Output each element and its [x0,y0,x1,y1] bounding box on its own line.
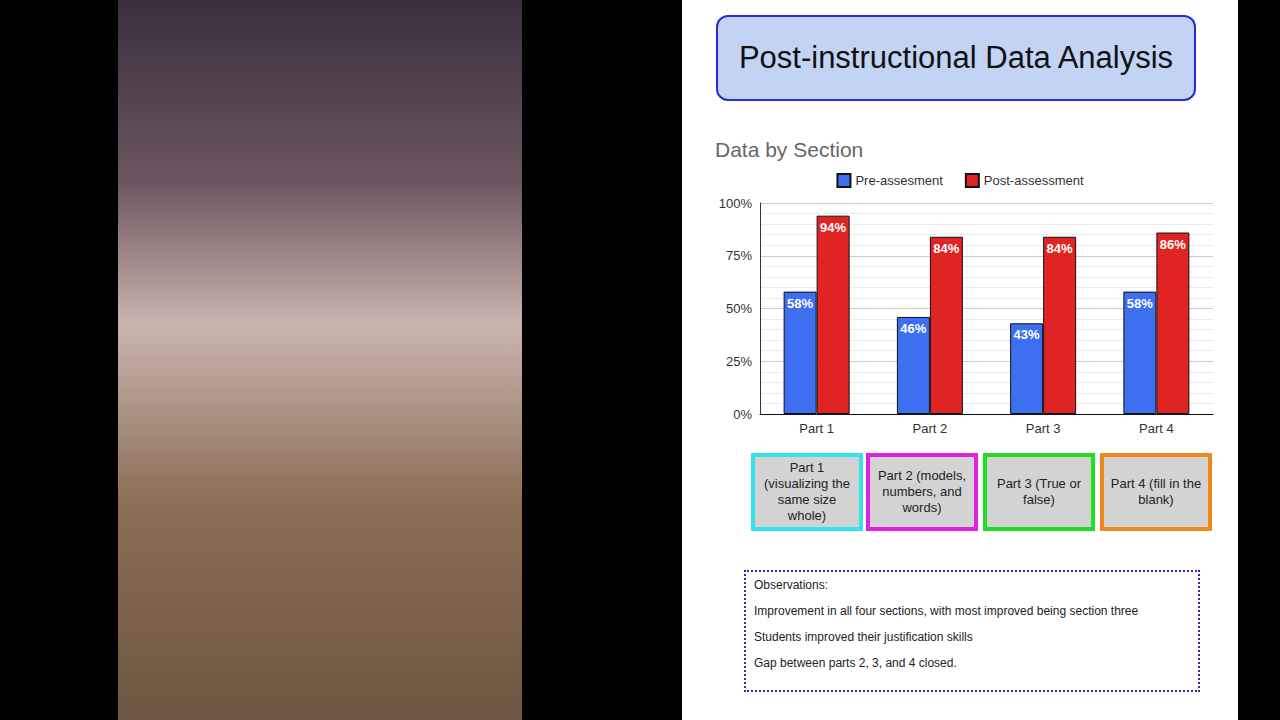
html-text:Students improved their justif: Students improved their justification sk… [754,630,973,644]
svg-text:50%: 50% [726,301,752,316]
html-text:Improvement in all four sectio: Improvement in all four sections, with m… [754,604,1139,618]
svg-text:58%: 58% [1127,296,1153,311]
svg-text:Post-assessment: Post-assessment [984,173,1084,188]
html-text:Part 4 (fill in the blank): Part 4 (fill in the blank) [1110,476,1202,507]
html-text:Observations:: Observations: [754,578,828,592]
svg-text:75%: 75% [726,248,752,263]
svg-text:94%: 94% [820,220,846,235]
svg-text:58%: 58% [787,296,813,311]
svg-text:84%: 84% [933,241,959,256]
svg-text:46%: 46% [900,321,926,336]
svg-text:Pre-assesment: Pre-assesment [855,173,943,188]
svg-text:25%: 25% [726,354,752,369]
html-text:Part 3 (True or false): Part 3 (True or false) [997,476,1081,507]
svg-text:84%: 84% [1047,241,1073,256]
svg-text:Data by Section: Data by Section [715,138,863,161]
html-text:Part 1 (visualizing the same s: Part 1 (visualizing the same size whole) [764,460,850,523]
html-text:Post-instructional Data Analys: Post-instructional Data Analysis [738,40,1174,75]
svg-text:Part 3: Part 3 [1026,421,1061,436]
svg-text:100%: 100% [719,196,753,211]
html-text:Gap between parts 2, 3, and 4: Gap between parts 2, 3, and 4 closed. [754,656,957,670]
svg-text:0%: 0% [733,407,752,422]
html-text:Part 2 (models, numbers, and w: Part 2 (models, numbers, and words) [877,468,967,515]
svg-text:86%: 86% [1160,237,1186,252]
svg-text:43%: 43% [1014,327,1040,342]
svg-text:Part 1: Part 1 [799,421,834,436]
svg-text:Part 2: Part 2 [913,421,948,436]
svg-text:Part 4: Part 4 [1139,421,1174,436]
